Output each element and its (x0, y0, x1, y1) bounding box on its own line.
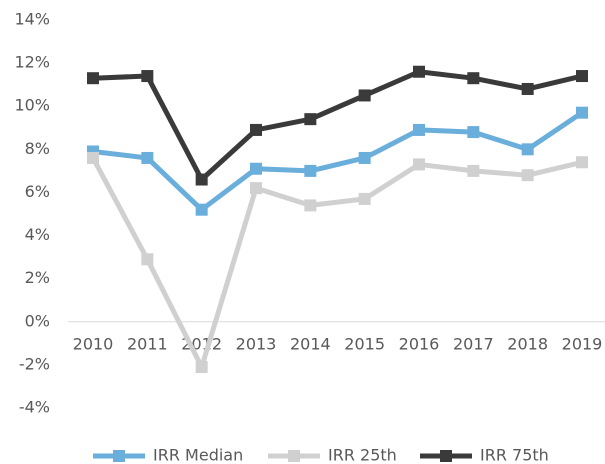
series-line (92, 110, 584, 213)
point-marker (358, 192, 371, 205)
point-marker (195, 203, 208, 216)
point-marker (576, 106, 588, 119)
point-marker (467, 72, 480, 85)
legend-marker (288, 450, 300, 462)
point-marker (195, 361, 208, 374)
point-marker (413, 65, 425, 78)
legend-marker (440, 450, 452, 462)
point-marker (576, 70, 588, 83)
point-marker (304, 164, 317, 177)
point-marker (195, 173, 208, 186)
point-marker (250, 162, 262, 175)
y-tick-label: 12% (14, 53, 50, 72)
x-tick-label: 2016 (399, 334, 440, 353)
point-marker (521, 82, 534, 95)
y-tick-label: -2% (19, 354, 50, 373)
x-tick-label: 2018 (507, 334, 548, 353)
y-tick-label: -4% (19, 398, 50, 417)
y-tick-label: 0% (25, 311, 50, 330)
legend-label: IRR 25th (328, 446, 397, 464)
y-tick-label: 4% (25, 225, 50, 244)
point-marker (304, 113, 317, 126)
y-tick-label: 14% (14, 10, 50, 29)
y-tick-label: 2% (25, 268, 50, 287)
point-marker (521, 143, 534, 156)
point-marker (467, 164, 480, 177)
point-marker (413, 123, 425, 136)
point-marker (250, 182, 262, 195)
point-marker (521, 169, 534, 182)
point-marker (87, 151, 99, 164)
point-marker (413, 158, 425, 171)
point-marker (250, 123, 262, 136)
x-tick-label: 2011 (127, 334, 168, 353)
x-tick-label: 2010 (73, 334, 114, 353)
point-marker (358, 151, 371, 164)
point-marker (304, 199, 317, 212)
point-marker (141, 253, 154, 266)
point-marker (358, 89, 371, 102)
legend-marker (113, 450, 125, 462)
point-marker (141, 70, 154, 83)
legend-label: IRR 75th (480, 446, 549, 464)
x-tick-label: 2015 (344, 334, 385, 353)
series-line (92, 69, 583, 183)
x-tick-label: 2013 (236, 334, 277, 353)
point-marker (576, 156, 588, 169)
x-tick-label: 2017 (453, 334, 494, 353)
x-tick-label: 2014 (290, 334, 331, 353)
x-tick-label: 2019 (562, 334, 603, 353)
point-marker (87, 72, 99, 85)
y-tick-label: 6% (25, 182, 50, 201)
point-marker (467, 126, 480, 139)
y-tick-label: 10% (14, 96, 50, 115)
legend-label: IRR Median (153, 446, 243, 464)
point-marker (141, 151, 154, 164)
series-line (90, 156, 583, 370)
y-tick-label: 8% (25, 139, 50, 158)
